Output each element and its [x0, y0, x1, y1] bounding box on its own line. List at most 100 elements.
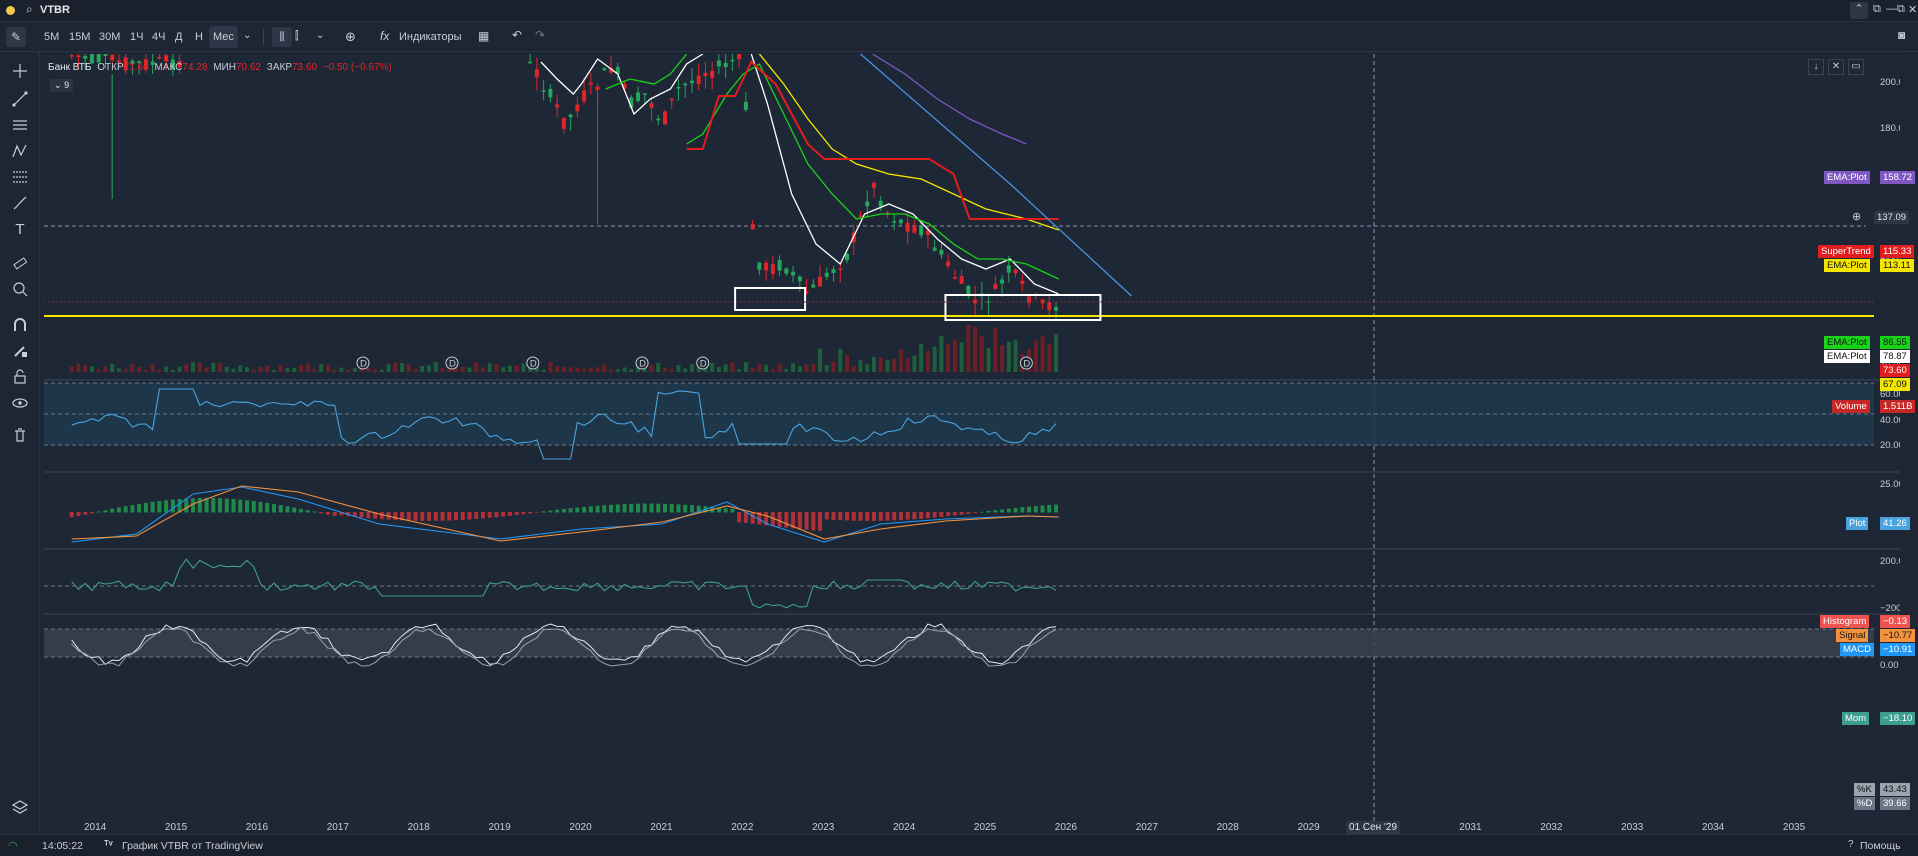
- histogram-bar: [1054, 504, 1059, 513]
- trash-icon[interactable]: [8, 424, 32, 446]
- unlock-icon[interactable]: [8, 366, 32, 388]
- candles-icon[interactable]: ⫼: [272, 27, 292, 47]
- indicators-collapse-button[interactable]: ⌄ 9: [50, 79, 74, 92]
- help-link[interactable]: Помощь: [1860, 840, 1901, 852]
- search-icon[interactable]: ⌕: [26, 2, 33, 16]
- text-tool-icon[interactable]: T: [15, 220, 25, 238]
- camera-icon[interactable]: ◙: [1898, 28, 1906, 42]
- timeframe-4h[interactable]: 4Ч: [152, 31, 166, 43]
- indicators-icon[interactable]: fx: [380, 29, 390, 43]
- symbol-title[interactable]: VTBR: [40, 4, 70, 16]
- histogram-bar: [730, 508, 735, 513]
- volume-bar: [245, 367, 250, 372]
- histogram-bar: [325, 512, 330, 515]
- arrow-down-button[interactable]: ↓: [1808, 59, 1824, 75]
- ema-yellow-label: EMA:Plot: [1824, 259, 1870, 272]
- volume-bar: [406, 364, 411, 372]
- candle-body: [730, 59, 735, 62]
- chart-type-icon[interactable]: ⫿: [295, 30, 299, 42]
- candle-body: [615, 66, 620, 74]
- minimize-button[interactable]: —: [1886, 3, 1897, 15]
- volume-bar: [602, 364, 607, 372]
- undo-icon[interactable]: ↶: [512, 28, 523, 42]
- candle-body: [737, 54, 742, 60]
- volume-bar: [925, 350, 930, 372]
- window-button-up[interactable]: ⌃: [1850, 2, 1868, 19]
- histogram-bar: [379, 512, 384, 520]
- timeframe-month[interactable]: Мес: [209, 26, 238, 48]
- histogram-bar: [979, 511, 984, 513]
- pencil-icon[interactable]: ✎: [6, 27, 26, 47]
- chart-canvas[interactable]: 200.00180.00100.0040.0020142015201620172…: [44, 54, 1900, 834]
- histogram-bar: [575, 507, 580, 513]
- year-tick: 2015: [165, 822, 188, 833]
- redo-icon[interactable]: ↷: [535, 28, 546, 42]
- collapse-pane-button[interactable]: ✕: [1828, 59, 1844, 75]
- indicators-button[interactable]: Индикаторы: [399, 31, 462, 43]
- candle-body: [642, 93, 647, 95]
- volume-bar: [615, 369, 620, 372]
- fib-icon[interactable]: [8, 166, 32, 188]
- year-tick: 2035: [1783, 822, 1806, 833]
- help-icon[interactable]: ?: [1848, 839, 1854, 850]
- chart-type-chevron-down-icon[interactable]: ⌄: [316, 30, 325, 41]
- volume-bar: [157, 369, 162, 372]
- histogram-bar: [191, 498, 196, 513]
- eye-icon[interactable]: [8, 392, 32, 414]
- histogram-bar: [871, 512, 876, 521]
- histogram-bar: [649, 503, 654, 513]
- toolbar-separator: [263, 29, 264, 45]
- timeframe-30m[interactable]: 30M: [99, 31, 121, 43]
- timeframe-5m[interactable]: 5M: [44, 31, 60, 43]
- ema-white-line: [750, 54, 1059, 295]
- candle-body: [1027, 296, 1032, 304]
- histogram-bar: [245, 500, 250, 513]
- channel-icon[interactable]: [8, 114, 32, 136]
- histogram-bar: [629, 503, 634, 513]
- chart-toolbar: ✎ 5M 15M 30M 1Ч 4Ч Д Н Мес ⌄ ⫼ ⫿ ⌄ ⊕ fx …: [0, 22, 1918, 52]
- timeframe-1h[interactable]: 1Ч: [130, 31, 144, 43]
- candle-body: [845, 253, 850, 261]
- crosshair-icon[interactable]: [8, 60, 32, 82]
- volume-bar: [373, 369, 378, 372]
- brush-icon[interactable]: [8, 192, 32, 214]
- trend-line-icon[interactable]: [8, 88, 32, 110]
- timeframe-week[interactable]: Н: [195, 31, 203, 43]
- window-button-tabs[interactable]: ⧉: [1873, 3, 1881, 15]
- lock-drawings-icon[interactable]: [8, 340, 32, 362]
- candle-body: [662, 111, 667, 125]
- timeframe-chevron-down-icon[interactable]: ⌄: [243, 30, 252, 41]
- histogram-bar: [912, 512, 917, 520]
- crosshair-price-value: 137.09: [1874, 211, 1910, 224]
- pattern-icon[interactable]: [8, 140, 32, 162]
- timeframe-day[interactable]: Д: [175, 31, 183, 43]
- candle-body: [865, 201, 870, 207]
- add-compare-icon[interactable]: ⊕: [345, 29, 356, 44]
- ruler-icon[interactable]: [8, 252, 32, 274]
- chart-credit-link[interactable]: График VTBR от TradingView: [122, 840, 263, 852]
- restore-button[interactable]: ⧉: [1897, 3, 1905, 15]
- maximize-pane-button[interactable]: ▭: [1848, 59, 1864, 75]
- timeframe-15m[interactable]: 15M: [69, 31, 91, 43]
- histogram-bar: [400, 512, 405, 521]
- candle-body: [575, 104, 580, 112]
- volume-bar: [474, 362, 479, 372]
- layers-icon[interactable]: [8, 796, 32, 818]
- histogram-bar: [433, 512, 438, 521]
- crosshair-add-icon[interactable]: ⊕: [1852, 211, 1862, 223]
- close-button[interactable]: ✕: [1908, 4, 1918, 16]
- candle-body: [797, 276, 802, 282]
- histogram-bar: [69, 512, 74, 518]
- histogram-bar: [177, 499, 182, 513]
- volume-bar: [298, 364, 303, 372]
- histogram-bar: [150, 501, 155, 513]
- histogram-bar: [528, 512, 533, 514]
- symbol-name[interactable]: Банк ВТБ: [48, 62, 92, 73]
- magnet-icon[interactable]: [8, 314, 32, 336]
- volume-bar: [804, 364, 809, 372]
- ema-white-value: 78.87: [1880, 350, 1910, 363]
- chart-area[interactable]: 200.00180.00100.0040.0020142015201620172…: [44, 54, 1916, 834]
- zoom-in-icon[interactable]: [8, 278, 32, 300]
- histogram-bar: [973, 512, 978, 514]
- layouts-grid-icon[interactable]: ▦: [478, 29, 490, 43]
